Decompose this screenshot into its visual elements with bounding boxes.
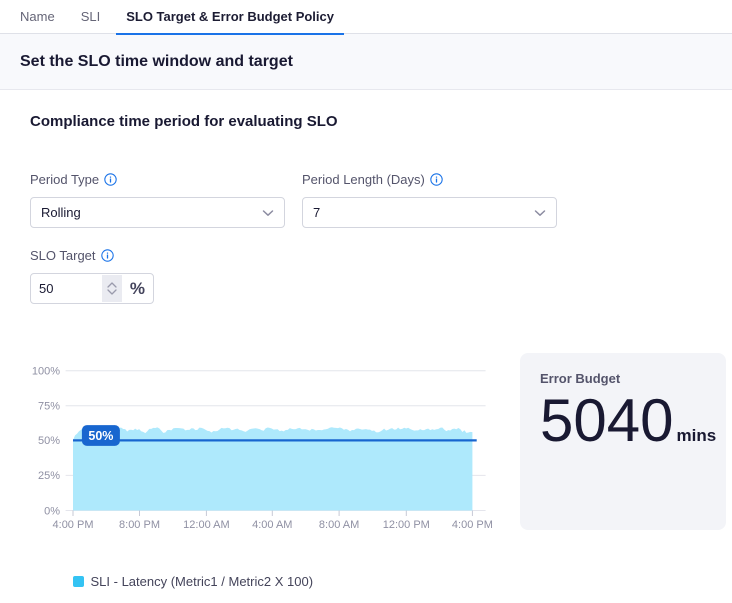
- svg-text:50%: 50%: [88, 429, 113, 443]
- svg-text:4:00 PM: 4:00 PM: [452, 519, 493, 531]
- svg-text:0%: 0%: [44, 505, 60, 517]
- svg-text:12:00 PM: 12:00 PM: [383, 519, 430, 531]
- svg-text:4:00 PM: 4:00 PM: [53, 519, 94, 531]
- svg-text:100%: 100%: [32, 366, 60, 378]
- svg-text:4:00 AM: 4:00 AM: [252, 519, 292, 531]
- svg-text:50%: 50%: [38, 435, 60, 447]
- svg-text:8:00 PM: 8:00 PM: [119, 519, 160, 531]
- svg-text:25%: 25%: [38, 470, 60, 482]
- svg-text:12:00 AM: 12:00 AM: [183, 519, 229, 531]
- svg-text:75%: 75%: [38, 401, 60, 413]
- svg-text:8:00 AM: 8:00 AM: [319, 519, 359, 531]
